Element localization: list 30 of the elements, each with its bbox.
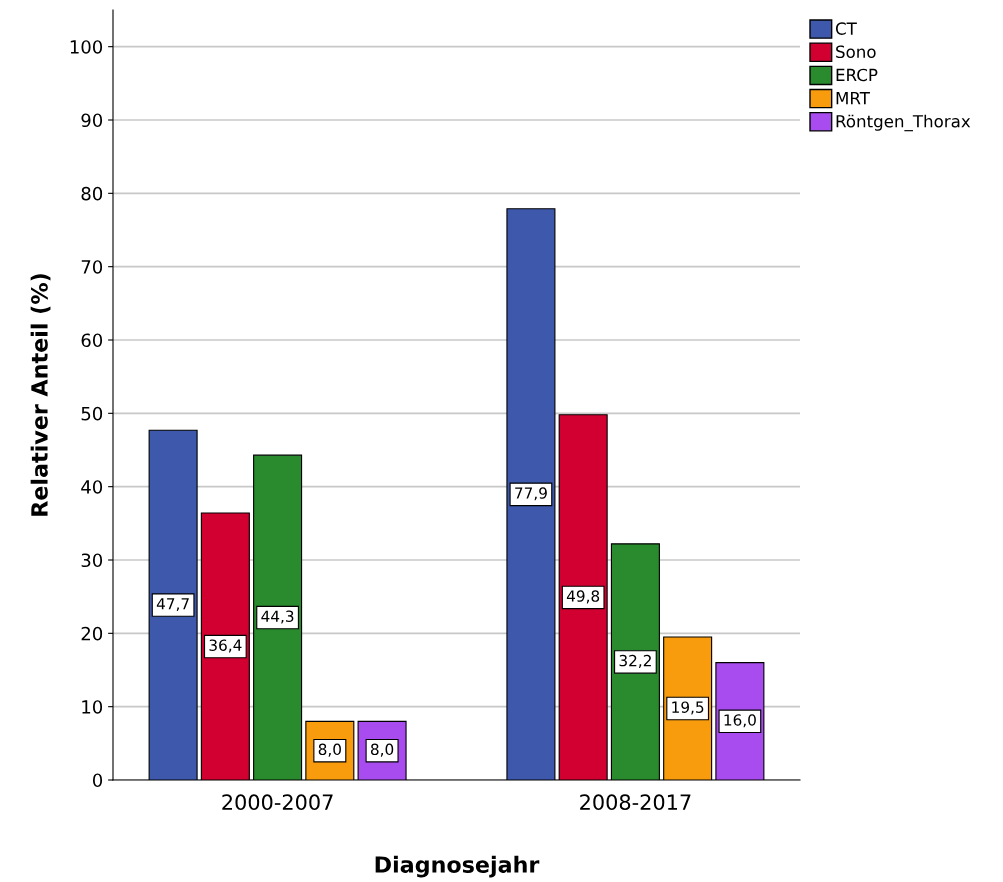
x-tick-label: 2000-2007 — [222, 794, 333, 811]
data-label: 44,3 — [261, 610, 294, 624]
y-tick-label: 40 — [81, 480, 103, 494]
y-tick-label: 90 — [81, 113, 103, 128]
y-tick-label: 70 — [81, 260, 103, 274]
y-tick-label: 100 — [70, 40, 103, 54]
y-tick-label: 80 — [81, 186, 103, 201]
data-label: 8,0 — [318, 743, 341, 757]
legend-label: Sono — [836, 45, 876, 59]
data-label: 47,7 — [156, 598, 189, 612]
data-label: 77,9 — [515, 487, 547, 501]
y-tick-label: 30 — [81, 553, 103, 568]
data-label: 49,8 — [566, 590, 600, 604]
legend-label: ERCP — [836, 68, 878, 82]
legend-label: Röntgen_Thorax — [836, 114, 971, 132]
y-tick-label: 20 — [81, 626, 103, 641]
x-axis-title: Diagnosejahr — [375, 855, 540, 878]
y-tick-label: 60 — [81, 333, 103, 348]
y-tick-label: 0 — [92, 773, 103, 788]
y-axis-title: Relativer Anteil (%) — [30, 274, 51, 516]
data-label: 32,2 — [619, 654, 651, 668]
legend-label: CT — [835, 22, 857, 35]
y-tick-label: 50 — [81, 406, 103, 421]
x-tick-label: 2008-2017 — [580, 794, 691, 811]
data-label: 16,0 — [724, 714, 756, 728]
data-label: 19,5 — [672, 701, 704, 715]
legend-label: MRT — [836, 92, 870, 105]
data-label: 8,0 — [370, 743, 394, 757]
y-tick-label: 10 — [82, 700, 103, 714]
data-label: 36,4 — [209, 639, 242, 653]
